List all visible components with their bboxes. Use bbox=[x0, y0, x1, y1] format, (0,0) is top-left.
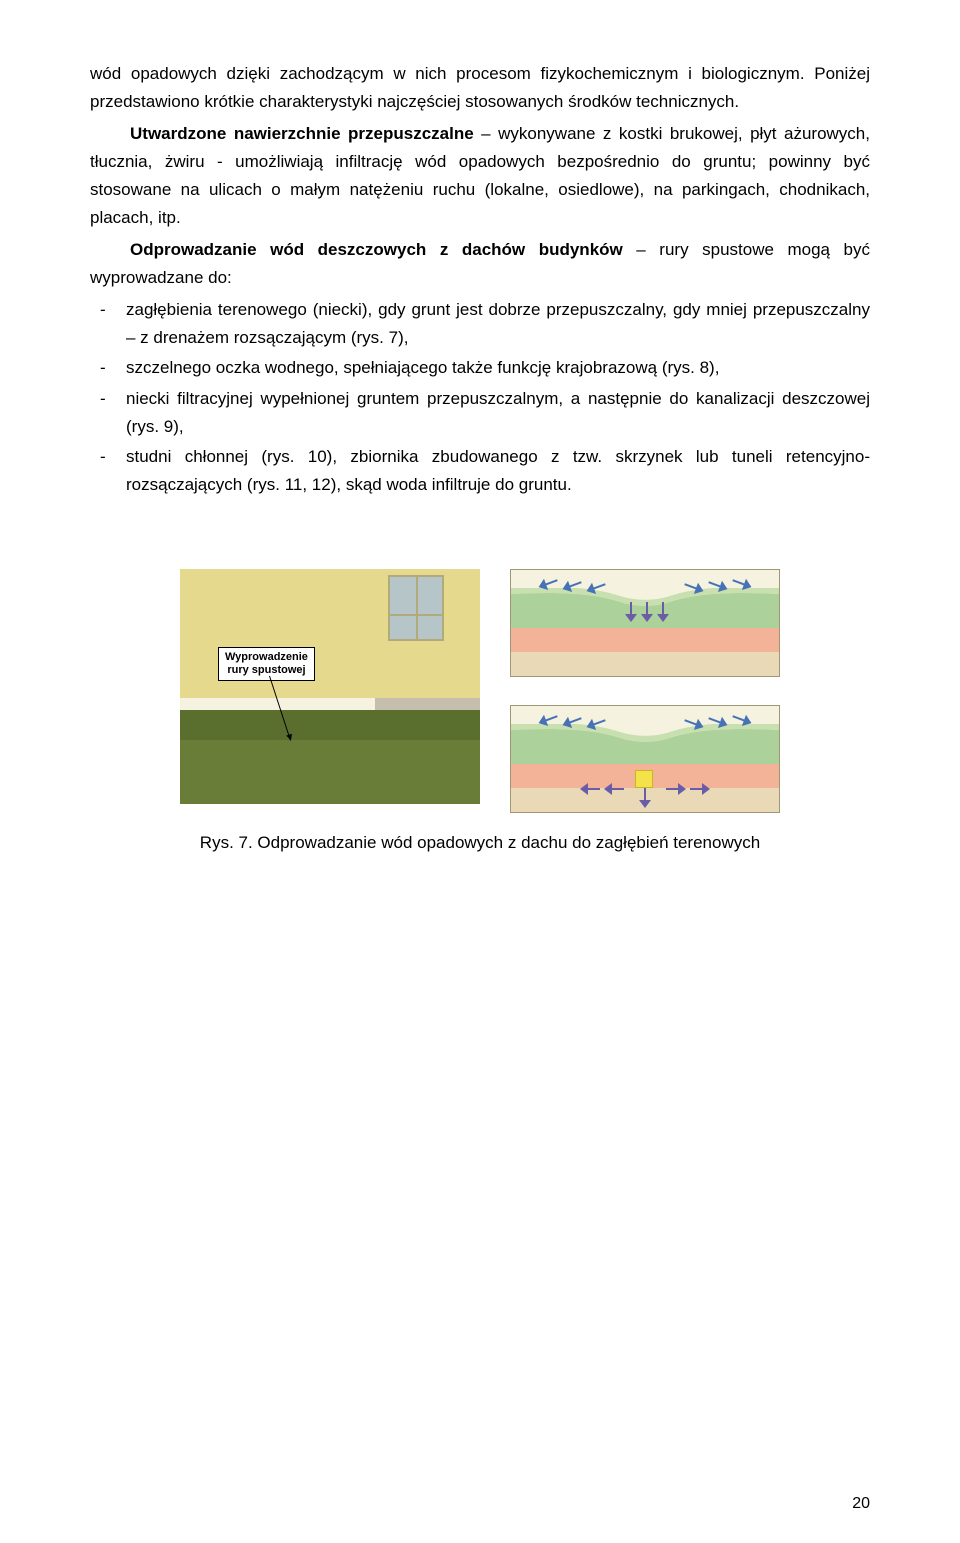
permeable-lead: Utwardzone nawierzchnie przepuszczalne bbox=[130, 124, 474, 143]
list-item: niecki filtracyjnej wypełnionej gruntem … bbox=[90, 385, 870, 441]
list-item: zagłębienia terenowego (niecki), gdy gru… bbox=[90, 296, 870, 352]
diagram-bottom bbox=[510, 705, 780, 813]
lateral-arrow-icon bbox=[666, 783, 688, 795]
figure-7-photo: Wyprowadzenie rury spustowej bbox=[180, 569, 480, 804]
list-item: studni chłonnej (rys. 10), zbiornika zbu… bbox=[90, 443, 870, 499]
callout-line1: Wyprowadzenie bbox=[225, 651, 308, 664]
drain-box-icon bbox=[635, 770, 653, 788]
list-item-text: niecki filtracyjnej wypełnionej gruntem … bbox=[126, 389, 870, 436]
list-item-text: zagłębienia terenowego (niecki), gdy gru… bbox=[126, 300, 870, 347]
photo-grass-light bbox=[180, 740, 480, 803]
surface-dip bbox=[511, 724, 779, 764]
diagram-top bbox=[510, 569, 780, 677]
intro-text: wód opadowych dzięki zachodzącym w nich … bbox=[90, 64, 870, 111]
figure-7-caption: Rys. 7. Odprowadzanie wód opadowych z da… bbox=[90, 833, 870, 853]
lateral-arrow-icon bbox=[578, 783, 600, 795]
callout-box: Wyprowadzenie rury spustowej bbox=[218, 647, 315, 681]
intro-paragraph: wód opadowych dzięki zachodzącym w nich … bbox=[90, 60, 870, 116]
body-text-block: wód opadowych dzięki zachodzącym w nich … bbox=[90, 60, 870, 499]
roof-lead: Odprowadzanie wód deszczowych z dachów b… bbox=[130, 240, 623, 259]
page-number: 20 bbox=[852, 1495, 870, 1513]
callout-line2: rury spustowej bbox=[225, 664, 308, 677]
list-item: szczelnego oczka wodnego, spełniającego … bbox=[90, 354, 870, 382]
list-item-text: studni chłonnej (rys. 10), zbiornika zbu… bbox=[126, 447, 870, 494]
lateral-arrow-icon bbox=[602, 783, 624, 795]
photo-window bbox=[388, 575, 444, 641]
permeable-paragraph: Utwardzone nawierzchnie przepuszczalne –… bbox=[90, 120, 870, 232]
lateral-arrow-icon bbox=[690, 783, 712, 795]
infiltration-arrow-icon bbox=[657, 602, 669, 624]
drainage-options-list: zagłębienia terenowego (niecki), gdy gru… bbox=[90, 296, 870, 498]
infiltration-arrow-icon bbox=[625, 602, 637, 624]
roof-paragraph: Odprowadzanie wód deszczowych z dachów b… bbox=[90, 236, 870, 292]
list-item-text: szczelnego oczka wodnego, spełniającego … bbox=[126, 358, 719, 377]
soil-beige-layer bbox=[511, 652, 779, 677]
figure-7-diagrams bbox=[510, 569, 780, 813]
figure-7-row: Wyprowadzenie rury spustowej bbox=[90, 569, 870, 813]
infiltration-arrow-icon bbox=[641, 602, 653, 624]
infiltration-arrow-icon bbox=[639, 788, 651, 810]
